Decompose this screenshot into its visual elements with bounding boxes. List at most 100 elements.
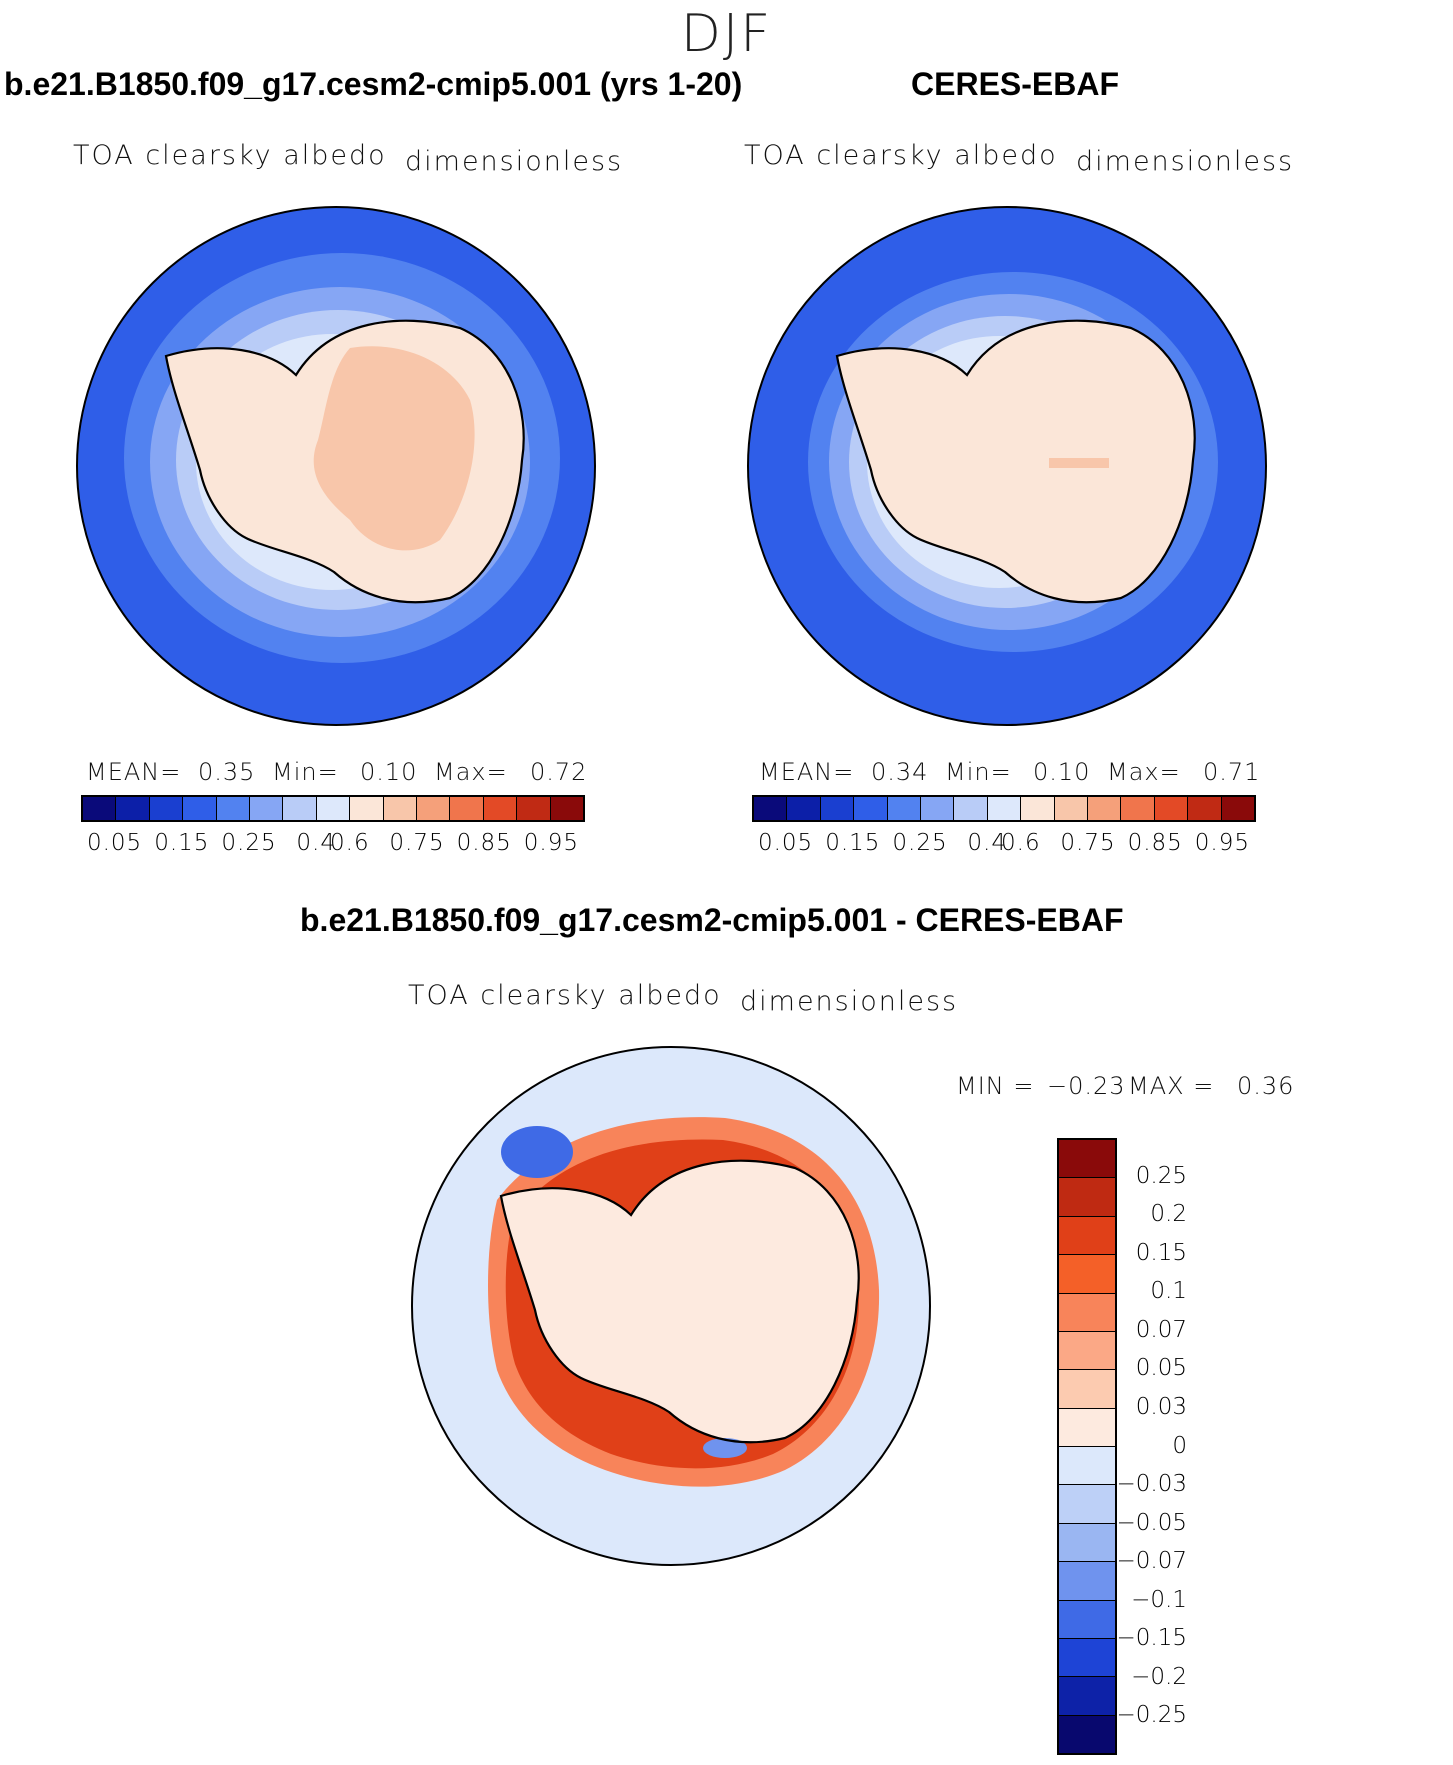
diff-negative-patch — [501, 1126, 573, 1178]
model-min-label: Min= — [272, 758, 339, 786]
model-panel-title: b.e21.B1850.f09_g17.cesm2-cmip5.001 (yrs… — [4, 66, 743, 102]
diff-polar-map — [411, 1046, 931, 1566]
diff-min-value: −0.23 — [1047, 1072, 1126, 1100]
colorbar-swatch — [787, 797, 821, 820]
colorbar-swatch — [1088, 797, 1122, 820]
colorbar-swatch — [350, 797, 384, 820]
diff-max-value: 0.36 — [1237, 1072, 1295, 1100]
colorbar-tick-label: 0.4 — [967, 830, 1007, 856]
obs-mean-value: 0.34 — [871, 758, 929, 786]
colorbar-tick-label: 0.4 — [296, 830, 336, 856]
colorbar-swatch — [1054, 797, 1089, 820]
antarctica-landmass — [501, 1160, 859, 1443]
obs-plateau-patch — [1049, 458, 1109, 468]
model-units-label: dimensionless — [405, 146, 624, 177]
model-max-value: 0.72 — [530, 758, 588, 786]
colorbar-swatch — [754, 797, 788, 820]
colorbar-swatch — [1059, 1677, 1115, 1716]
model-variable-label: TOA clearsky albedo — [73, 140, 387, 171]
colorbar-swatch — [921, 797, 955, 820]
diff-colorbar — [1057, 1138, 1117, 1755]
colorbar-swatch — [1021, 797, 1055, 820]
diff-units-label: dimensionless — [740, 986, 959, 1017]
diff-min-label: MIN = — [956, 1072, 1035, 1100]
colorbar-swatch — [1059, 1178, 1115, 1217]
colorbar-tick-label: 0.05 — [86, 830, 143, 856]
obs-min-value: 0.10 — [1033, 758, 1091, 786]
colorbar-tick-label: 0.15 — [154, 830, 210, 856]
obs-units-label: dimensionless — [1076, 146, 1295, 177]
colorbar-tick-label: 0 — [1172, 1432, 1187, 1459]
colorbar-swatch — [987, 797, 1022, 820]
model-plateau-high-albedo — [313, 346, 475, 551]
colorbar-swatch — [517, 797, 551, 820]
antarctica-coastline — [164, 319, 525, 604]
colorbar-swatch — [450, 797, 484, 820]
model-colorbar — [81, 795, 585, 822]
colorbar-swatch — [1059, 1408, 1115, 1447]
colorbar-swatch — [820, 797, 855, 820]
colorbar-swatch — [116, 797, 150, 820]
colorbar-swatch — [216, 797, 251, 820]
model-polar-map — [76, 206, 596, 726]
colorbar-swatch — [1059, 1523, 1115, 1563]
colorbar-swatch — [1059, 1140, 1115, 1179]
obs-colorbar — [752, 795, 1256, 822]
colorbar-swatch — [1059, 1562, 1115, 1601]
diff-variable-label: TOA clearsky albedo — [408, 980, 722, 1011]
model-min-value: 0.10 — [360, 758, 418, 786]
colorbar-tick-label: 0.75 — [389, 830, 445, 856]
colorbar-swatch — [1121, 797, 1155, 820]
obs-min-label: Min= — [945, 758, 1012, 786]
obs-max-label: Max= — [1107, 758, 1181, 786]
antarctica-coastline — [835, 319, 1196, 604]
colorbar-swatch — [417, 797, 451, 820]
colorbar-tick-label: 0.6 — [1001, 830, 1041, 856]
colorbar-tick-label: −0.15 — [1116, 1625, 1187, 1652]
colorbar-swatch — [1154, 797, 1189, 820]
colorbar-swatch — [1059, 1447, 1115, 1486]
colorbar-tick-label: 0.05 — [1135, 1355, 1187, 1382]
obs-max-value: 0.71 — [1203, 758, 1261, 786]
colorbar-swatch — [887, 797, 922, 820]
colorbar-tick-label: 0.03 — [1135, 1393, 1187, 1420]
colorbar-tick-label: 0.6 — [330, 830, 370, 856]
season-title: DJF — [680, 4, 773, 64]
obs-polar-map — [747, 206, 1267, 726]
colorbar-swatch — [316, 797, 351, 820]
colorbar-swatch — [550, 797, 584, 820]
colorbar-tick-label: 0.95 — [523, 830, 579, 856]
colorbar-swatch — [250, 797, 284, 820]
diff-colorbar-ticks: 0.25 0.2 0.15 0.1 0.07 0.05 0.03 0 −0.03 −0.05 −0.… — [1115, 1138, 1205, 1755]
colorbar-swatch — [854, 797, 888, 820]
colorbar-tick-label: 0.15 — [825, 830, 881, 856]
colorbar-swatch — [483, 797, 518, 820]
colorbar-tick-label: 0.95 — [1194, 830, 1250, 856]
colorbar-swatch — [954, 797, 988, 820]
colorbar-tick-label: 0.85 — [456, 830, 512, 856]
colorbar-tick-label: −0.25 — [1116, 1702, 1187, 1729]
colorbar-swatch — [1059, 1255, 1115, 1294]
colorbar-swatch — [1221, 797, 1255, 820]
colorbar-swatch — [1059, 1293, 1115, 1332]
colorbar-swatch — [1059, 1600, 1115, 1639]
model-mean-value: 0.35 — [198, 758, 256, 786]
colorbar-swatch — [383, 797, 418, 820]
colorbar-swatch — [1059, 1638, 1115, 1678]
colorbar-tick-label: 0.25 — [221, 830, 277, 856]
colorbar-swatch — [1059, 1370, 1115, 1409]
diff-panel-title: b.e21.B1850.f09_g17.cesm2-cmip5.001 - CE… — [300, 902, 1124, 938]
colorbar-swatch — [83, 797, 117, 820]
colorbar-tick-label: −0.05 — [1116, 1509, 1187, 1536]
diff-max-label: MAX = — [1128, 1072, 1215, 1100]
obs-variable-label: TOA clearsky albedo — [744, 140, 1058, 171]
colorbar-tick-label: −0.07 — [1116, 1548, 1187, 1575]
colorbar-swatch — [1059, 1485, 1115, 1524]
colorbar-tick-label: 0.2 — [1150, 1201, 1187, 1228]
model-colorbar-ticks: 0.05 0.15 0.25 0.4 0.6 0.75 0.85 0.95 — [81, 830, 585, 858]
colorbar-tick-label: 0.25 — [892, 830, 948, 856]
colorbar-swatch — [283, 797, 317, 820]
colorbar-tick-label: 0.15 — [1135, 1239, 1187, 1266]
colorbar-tick-label: −0.2 — [1131, 1663, 1187, 1690]
colorbar-tick-label: 0.05 — [757, 830, 814, 856]
